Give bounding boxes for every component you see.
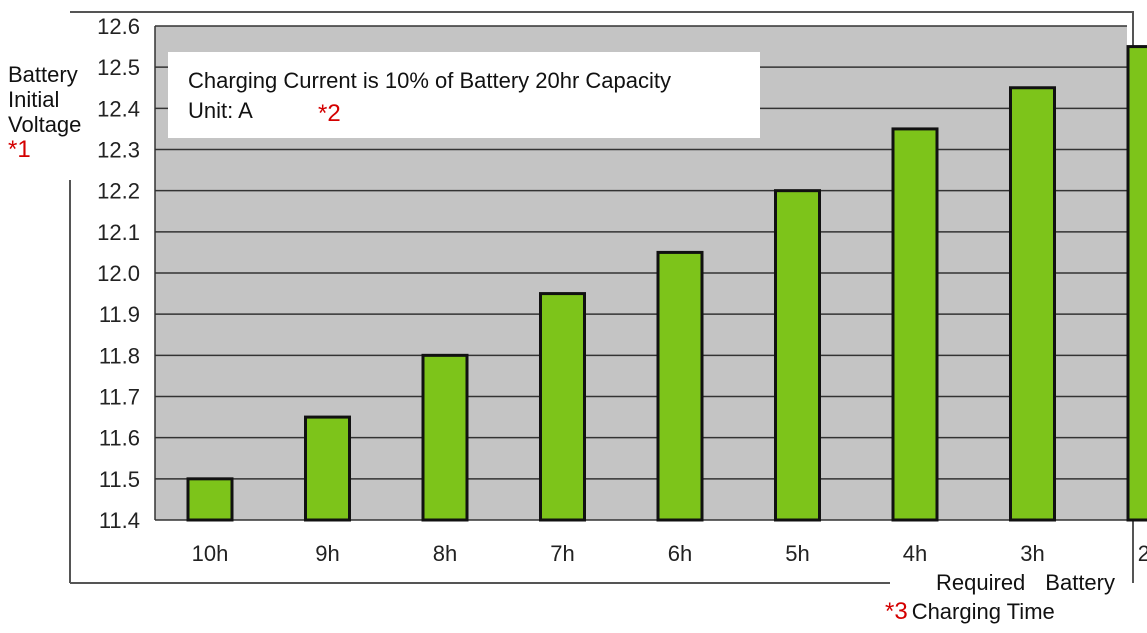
x-tick-label: 5h [785,541,809,566]
x-axis-note-marker: *3 [885,598,908,625]
annotation-line-2: Unit: A [188,98,253,123]
x-tick-label: 3h [1020,541,1044,566]
bar-3h [1009,86,1056,522]
y-axis-ticks: 11.4 11.5 11.6 11.7 11.8 11.9 12.0 12.1 12.2 12.3… [97,14,140,533]
y-tick-label: 11.7 [99,385,140,410]
x-axis-label-line-2: Charging Time [911,599,1055,624]
annotation-line-1: Charging Current is 10% of Battery 20hr … [188,68,672,93]
y-axis-label: Battery Initial Voltage *1 [8,62,81,162]
bars [186,45,1147,522]
x-tick-label: 6h [668,541,692,566]
bar-9h [304,415,351,522]
y-tick-label: 11.8 [99,343,140,368]
y-tick-label: 12.4 [97,96,140,121]
y-tick-label: 12.5 [97,55,140,80]
x-tick-label: 7h [550,541,574,566]
x-tick-label: 4h [903,541,927,566]
annotation-note-marker: *2 [318,100,341,127]
y-tick-label: 12.3 [97,138,140,163]
annotation-box: Charging Current is 10% of Battery 20hr … [168,52,760,138]
x-axis-label-word-1: Required [936,570,1026,595]
x-tick-label: 8h [433,541,457,566]
y-axis-label-line-1: Battery [8,62,78,87]
y-axis-label-line-2: Initial [8,87,60,112]
y-tick-label: 12.1 [97,220,140,245]
y-tick-label: 11.4 [99,508,140,533]
x-axis-label-word-2: Battery [1045,570,1115,595]
x-tick-label: 9h [315,541,339,566]
bar-10h [186,477,234,522]
y-axis-note-marker: *1 [8,136,31,163]
bar-6h [656,250,704,522]
y-tick-label: 12.6 [97,14,140,39]
x-axis-label: Required Battery *3 Charging Time [885,568,1125,626]
x-axis-ticks: 10h 9h 8h 7h 6h 5h 4h 3h 2h [192,541,1147,566]
y-axis-label-line-3: Voltage [8,112,82,137]
bar-4h [891,127,939,522]
x-tick-label: 10h [192,541,229,566]
bar-8h [421,353,469,522]
y-tick-label: 11.9 [99,302,140,327]
x-tick-label: 2h [1138,541,1147,566]
y-tick-label: 11.6 [99,426,140,451]
bar-2h [1126,45,1147,522]
bar-5h [774,189,821,522]
y-tick-label: 11.5 [99,467,140,492]
y-tick-label: 12.2 [97,179,140,204]
y-tick-label: 12.0 [97,261,140,286]
bar-7h [539,292,586,522]
